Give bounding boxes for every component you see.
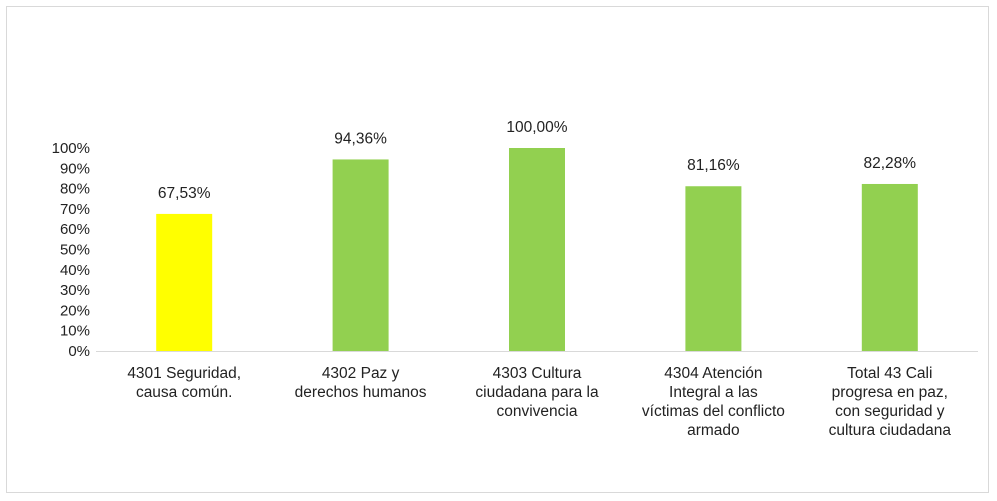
bar	[861, 183, 918, 351]
y-tick-label: 90%	[60, 160, 90, 177]
category-label-line: 4301 Seguridad,	[127, 365, 241, 382]
bar	[156, 213, 213, 351]
category-label-line: víctimas del conflicto	[642, 403, 785, 420]
category-label-line: con seguridad y	[835, 403, 945, 420]
category-label-line: 4303 Cultura	[493, 365, 582, 382]
data-label: 100,00%	[506, 119, 567, 136]
category-label-line: 4302 Paz y	[322, 365, 400, 382]
y-tick-label: 30%	[60, 282, 90, 299]
bar	[332, 159, 389, 351]
y-tick-label: 70%	[60, 201, 90, 218]
bar	[509, 148, 565, 351]
y-tick-label: 10%	[60, 323, 90, 340]
category-label-line: causa común.	[136, 384, 233, 401]
category-label-line: ciudadana para la	[475, 384, 599, 401]
y-tick-label: 50%	[60, 242, 90, 259]
y-tick-label: 100%	[52, 140, 90, 157]
category-label-line: Integral a las	[669, 384, 758, 401]
category-label: 4301 Seguridad, causa común.	[127, 365, 241, 401]
y-tick-label: 20%	[60, 302, 90, 319]
y-tick-label: 40%	[60, 262, 90, 279]
y-tick-label: 60%	[60, 221, 90, 238]
category-label-line: armado	[687, 422, 740, 439]
category-label-line: 4304 Atención	[664, 365, 762, 382]
category-label-line: progresa en paz,	[832, 384, 948, 401]
category-label: 4302 Paz y derechos humanos	[295, 365, 427, 401]
data-label: 94,36%	[334, 130, 387, 147]
category-label-line: convivencia	[497, 403, 578, 420]
bar	[685, 186, 742, 351]
category-label: 4304 Atención Integral a las víctimas del …	[642, 365, 785, 439]
data-label: 67,53%	[158, 185, 211, 202]
category-label-line: Total 43 Cali	[847, 365, 932, 382]
y-tick-label: 0%	[68, 343, 90, 360]
category-label: Total 43 Cali progresa en paz, con segurid…	[829, 365, 952, 439]
category-label: 4303 Cultura ciudadana para la convivencia	[475, 365, 599, 420]
y-tick-label: 80%	[60, 181, 90, 198]
category-label-line: derechos humanos	[295, 384, 427, 401]
data-label: 82,28%	[864, 155, 917, 172]
data-label: 81,16%	[687, 157, 740, 174]
category-label-line: cultura ciudadana	[829, 422, 952, 439]
